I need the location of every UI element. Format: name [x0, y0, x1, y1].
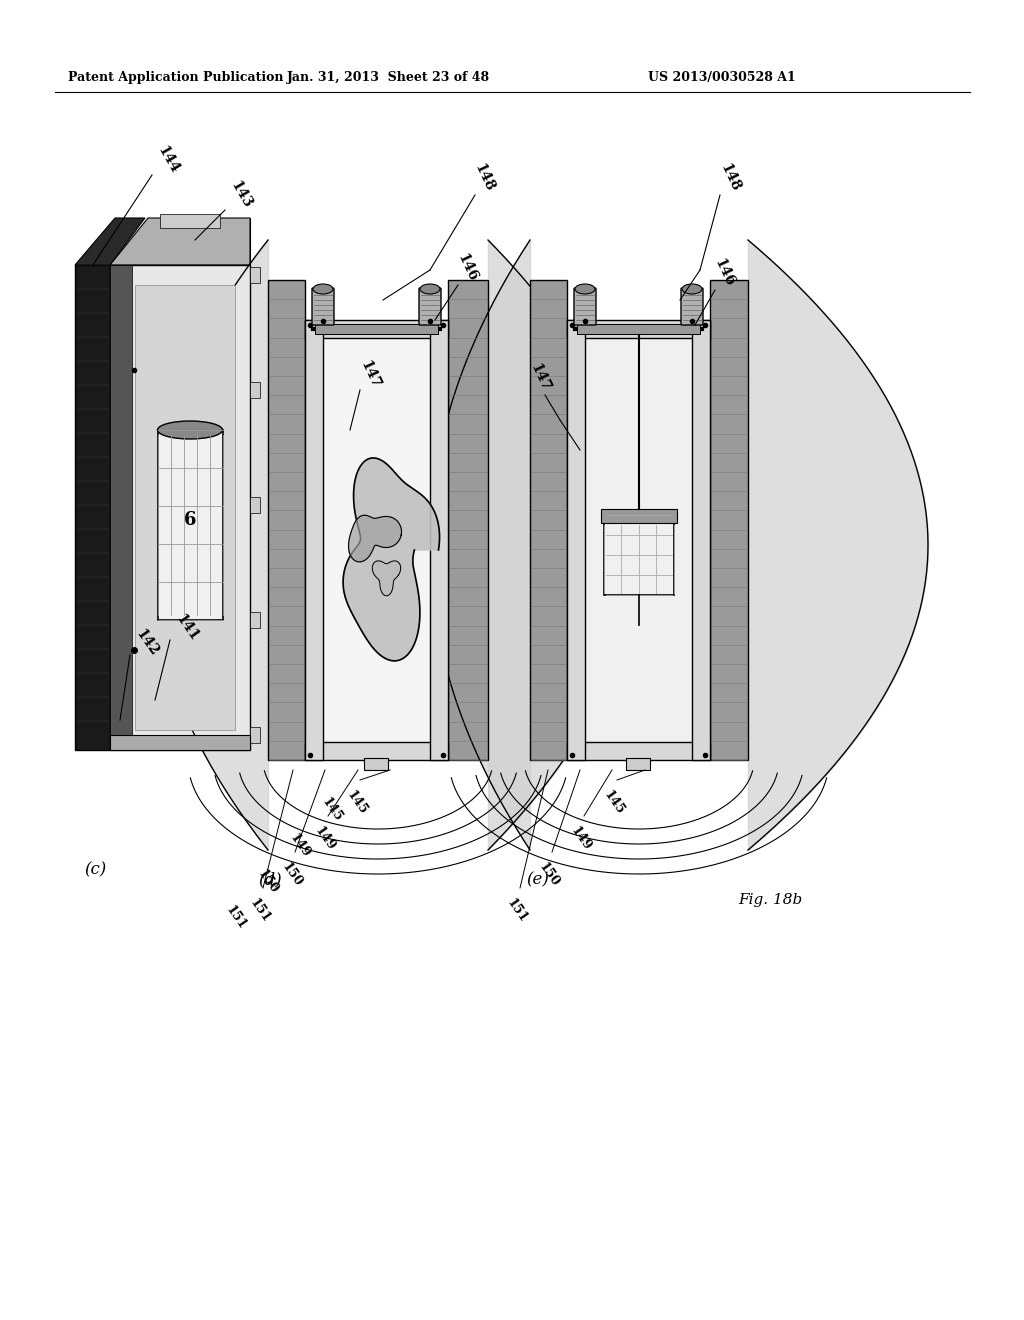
Polygon shape: [75, 265, 110, 750]
Text: 148: 148: [718, 162, 743, 194]
Bar: [315, 323, 438, 334]
Polygon shape: [343, 458, 439, 661]
Bar: [268, 280, 305, 760]
Text: Patent Application Publication: Patent Application Publication: [68, 71, 284, 84]
Text: 150: 150: [280, 861, 305, 888]
Polygon shape: [110, 218, 250, 265]
Text: Fig. 18b: Fig. 18b: [738, 894, 802, 907]
Text: 149: 149: [287, 832, 312, 859]
Text: 145: 145: [344, 788, 370, 817]
Bar: [530, 280, 567, 760]
Bar: [305, 319, 323, 760]
Polygon shape: [110, 218, 250, 265]
Bar: [250, 498, 260, 513]
Text: (e): (e): [526, 871, 550, 888]
Text: 145: 145: [601, 788, 627, 817]
Bar: [692, 319, 710, 760]
FancyBboxPatch shape: [312, 288, 334, 325]
FancyBboxPatch shape: [158, 430, 222, 620]
FancyBboxPatch shape: [419, 288, 441, 325]
Bar: [250, 727, 260, 743]
Text: 147: 147: [527, 362, 553, 395]
Bar: [305, 319, 449, 338]
Polygon shape: [75, 218, 145, 265]
Bar: [449, 280, 488, 760]
Bar: [250, 381, 260, 399]
Text: (c): (c): [84, 862, 106, 879]
Bar: [110, 265, 132, 750]
Bar: [110, 735, 250, 750]
Bar: [323, 338, 430, 742]
Text: 145: 145: [319, 795, 345, 824]
Text: 151: 151: [247, 896, 272, 925]
FancyBboxPatch shape: [681, 288, 703, 325]
Text: US 2013/0030528 A1: US 2013/0030528 A1: [648, 71, 796, 84]
Text: 151: 151: [504, 896, 529, 925]
Bar: [600, 510, 677, 523]
Ellipse shape: [313, 284, 333, 294]
Text: 150: 150: [537, 861, 562, 888]
Ellipse shape: [158, 421, 222, 440]
Bar: [577, 323, 700, 334]
Bar: [305, 742, 449, 760]
Text: 143: 143: [228, 180, 255, 211]
Text: 150: 150: [255, 867, 281, 896]
Text: 149: 149: [568, 824, 594, 853]
Text: 6: 6: [183, 511, 197, 529]
Bar: [135, 285, 234, 730]
Text: 142: 142: [133, 627, 161, 659]
Polygon shape: [110, 265, 250, 750]
Ellipse shape: [575, 284, 595, 294]
FancyBboxPatch shape: [574, 288, 596, 325]
Text: (d): (d): [258, 871, 282, 888]
Text: Jan. 31, 2013  Sheet 23 of 48: Jan. 31, 2013 Sheet 23 of 48: [287, 71, 489, 84]
Polygon shape: [373, 561, 400, 595]
Bar: [626, 758, 650, 770]
Text: 148: 148: [472, 162, 497, 194]
Bar: [250, 612, 260, 628]
Text: 147: 147: [358, 359, 383, 391]
Text: 146: 146: [455, 252, 480, 284]
Bar: [430, 319, 449, 760]
Polygon shape: [348, 515, 401, 562]
Bar: [710, 280, 748, 760]
Bar: [567, 319, 585, 760]
Ellipse shape: [682, 284, 702, 294]
Bar: [567, 319, 710, 338]
Bar: [364, 758, 388, 770]
Text: 151: 151: [223, 903, 249, 932]
Bar: [585, 338, 692, 742]
Text: 144: 144: [155, 144, 181, 176]
FancyBboxPatch shape: [603, 515, 674, 595]
Text: 141: 141: [173, 612, 202, 644]
Ellipse shape: [420, 284, 440, 294]
Bar: [567, 742, 710, 760]
Bar: [160, 214, 220, 228]
Text: 146: 146: [712, 257, 737, 289]
Bar: [250, 267, 260, 282]
Text: 149: 149: [312, 824, 338, 853]
